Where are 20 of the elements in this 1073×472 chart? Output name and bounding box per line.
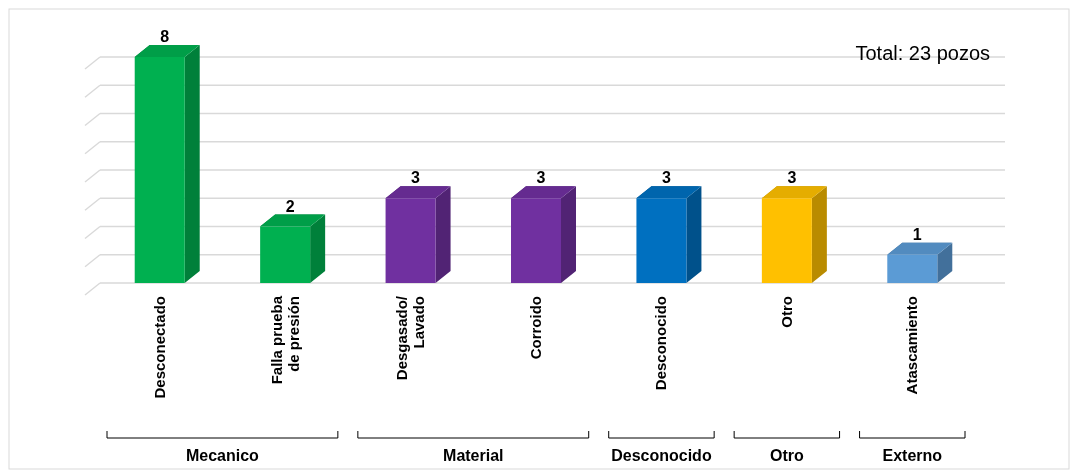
x-tick-label: Corroido: [527, 296, 544, 360]
data-label: 1: [912, 225, 922, 243]
x-tick-label: Desgasado/ Lavado: [393, 295, 428, 381]
x-tick-label: Desconocido: [652, 296, 670, 391]
data-label: 3: [661, 169, 671, 187]
text: Externo: [882, 447, 943, 464]
text: Desconocido: [611, 447, 712, 464]
text: Material: [443, 447, 504, 464]
data-label: 3: [787, 169, 797, 187]
data-label: 8: [160, 28, 170, 45]
x-tick-label: Falla prueba de presión: [267, 295, 302, 385]
x-tick-label: Otro: [777, 296, 795, 328]
text: Mecanico: [185, 447, 260, 464]
data-label: 3: [411, 169, 421, 187]
x-tick-label: Atascamiento: [903, 296, 921, 395]
data-label: 3: [536, 169, 546, 187]
data-label: 2: [285, 197, 295, 215]
x-tick-label: Desconectado: [150, 296, 168, 399]
annotation: Total: 23 pozos: [855, 42, 990, 64]
text: Otro: [769, 447, 804, 464]
